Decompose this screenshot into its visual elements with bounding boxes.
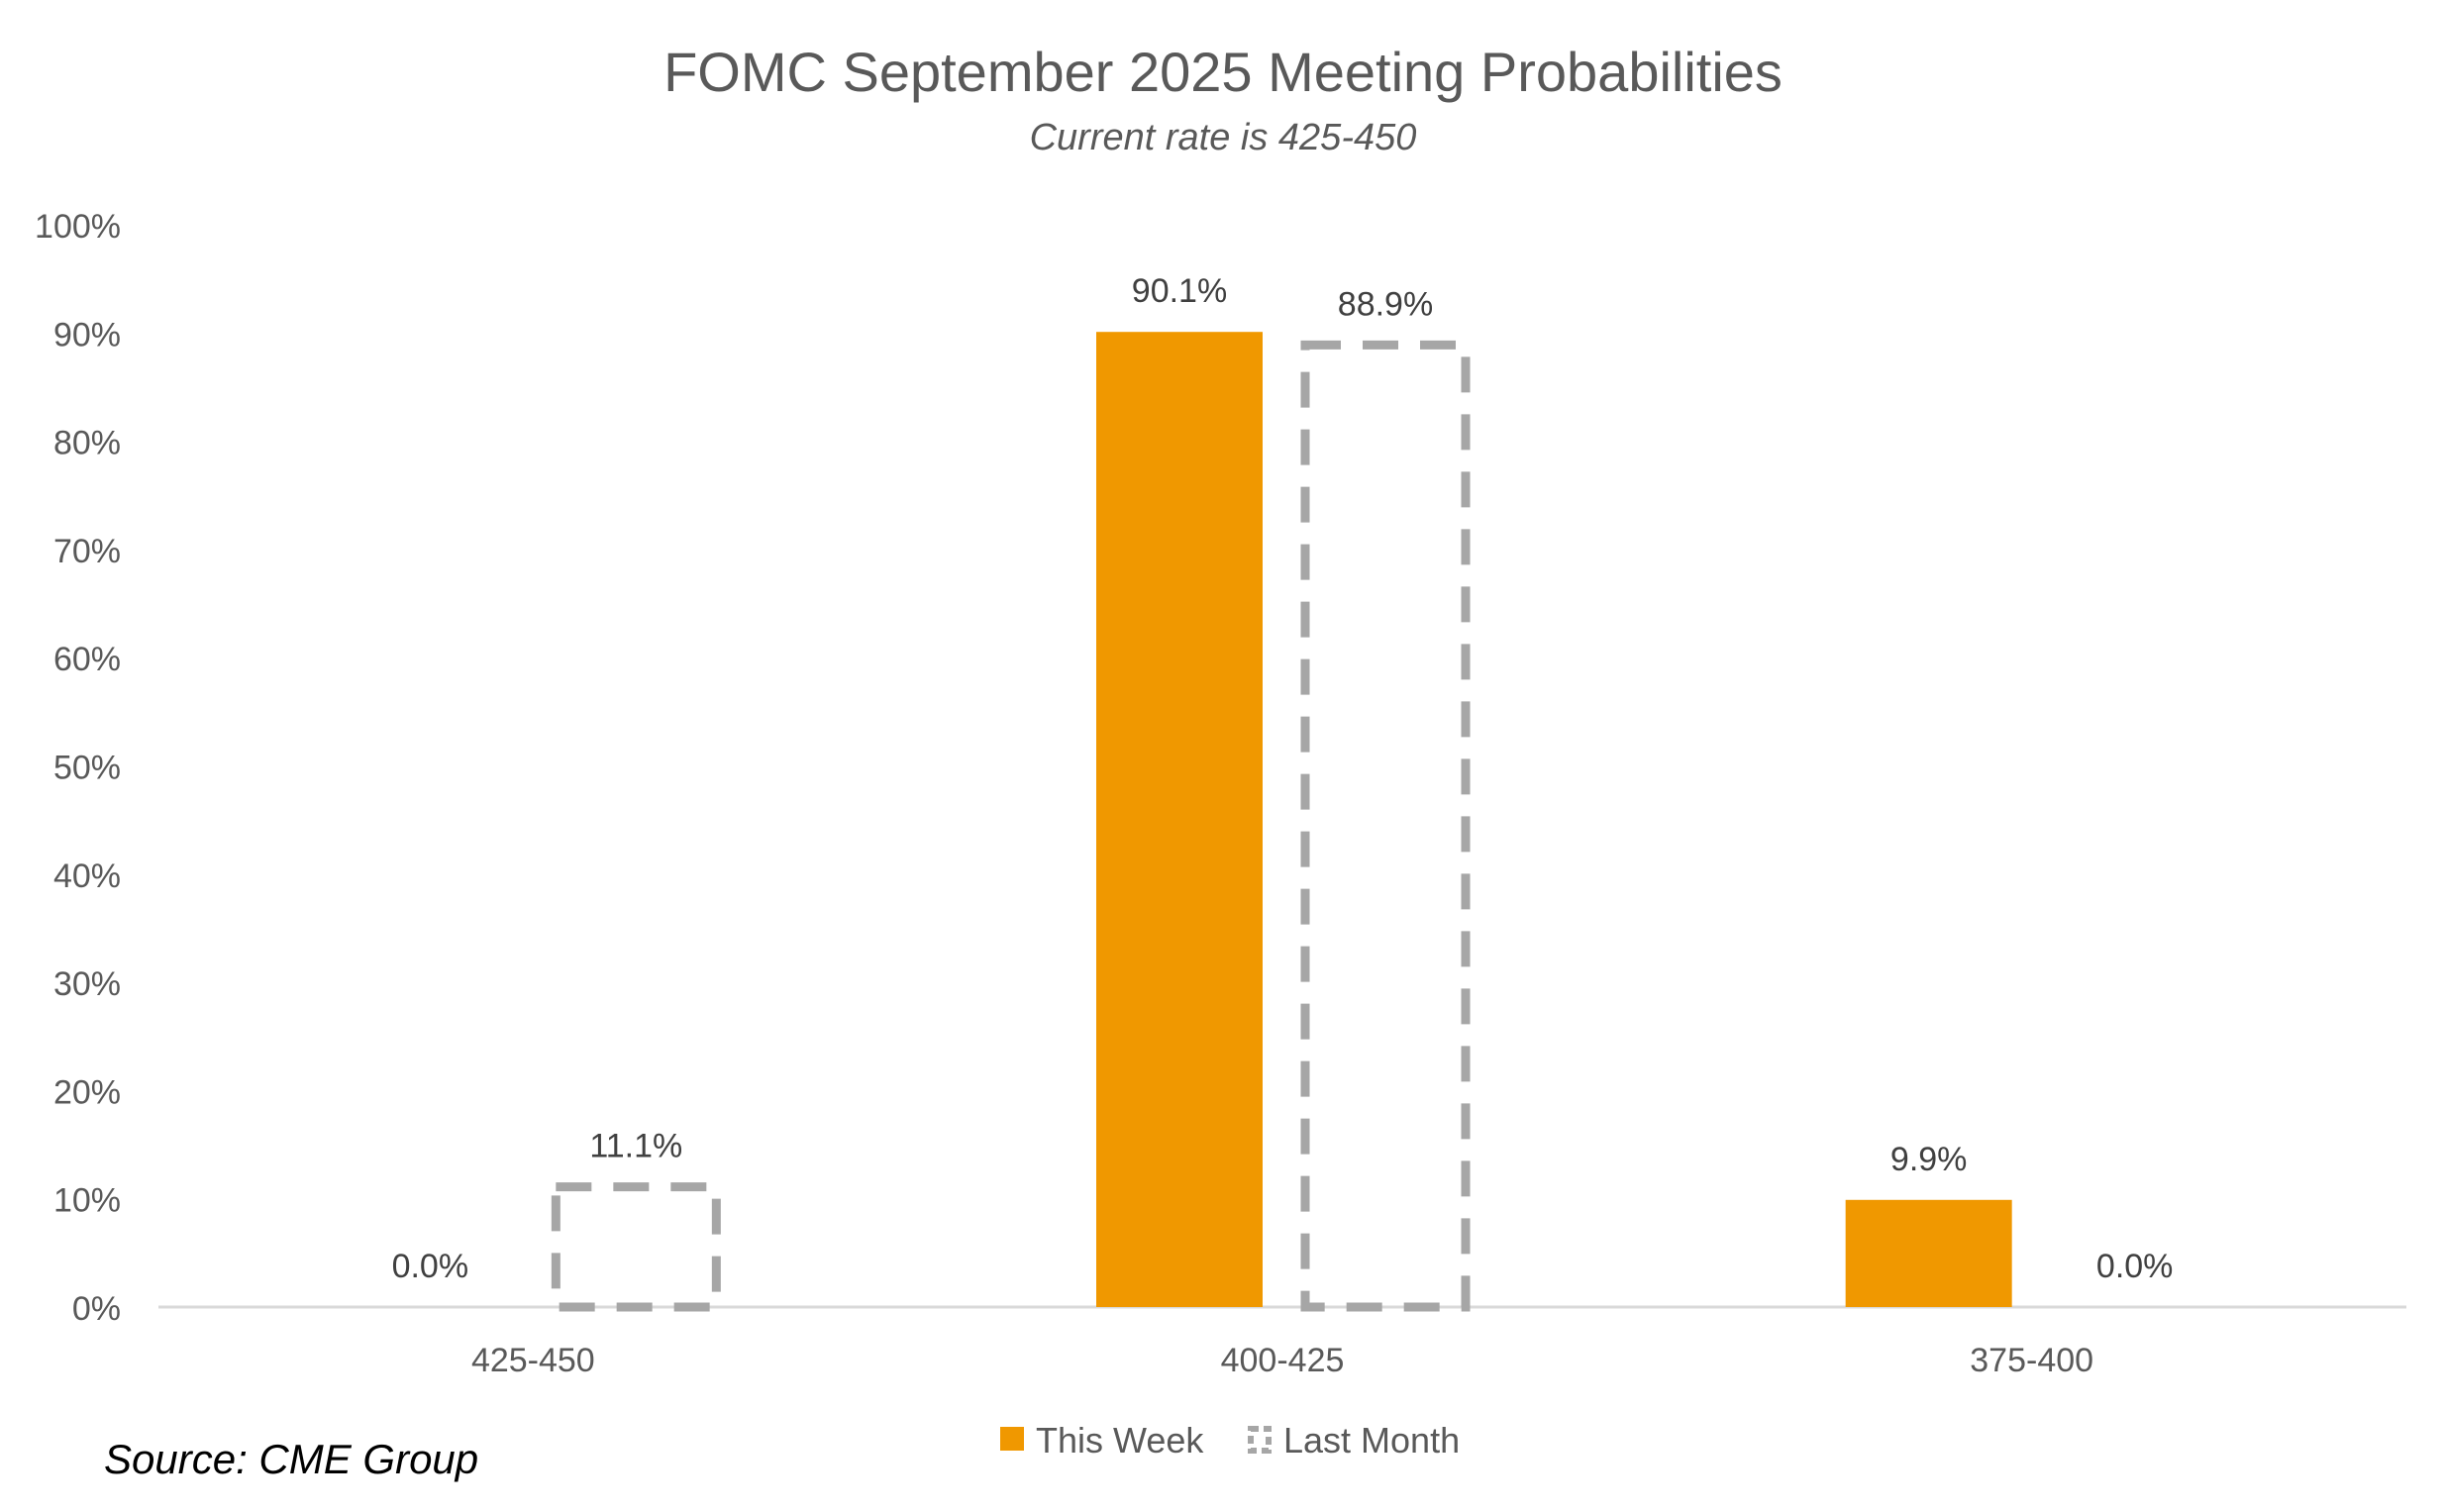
data-label: 9.9% — [1890, 1141, 1968, 1178]
bar-last-month — [1300, 340, 1471, 1312]
y-axis: 0% 10% 20% 30% 40% 50% 60% 70% 80% 90% 100% — [35, 208, 121, 1328]
x-tick-label: 425-450 — [471, 1342, 595, 1379]
legend-label-last-month: Last Month — [1283, 1420, 1460, 1461]
y-tick-label: 70% — [53, 533, 121, 570]
y-tick-label: 90% — [53, 316, 121, 353]
y-tick-label: 0% — [72, 1290, 121, 1328]
x-tick-label: 375-400 — [1970, 1342, 2093, 1379]
y-tick-label: 80% — [53, 425, 121, 462]
y-tick-label: 60% — [53, 641, 121, 678]
bar-this-week — [1845, 1199, 2012, 1307]
source-note: Source: CME Group — [104, 1436, 479, 1482]
y-tick-label: 50% — [53, 750, 121, 787]
data-label: 0.0% — [2096, 1248, 2174, 1285]
y-tick-label: 30% — [53, 965, 121, 1003]
y-tick-label: 100% — [35, 208, 121, 246]
bar-this-week — [1096, 332, 1263, 1307]
y-tick-label: 40% — [53, 857, 121, 895]
legend-swatch-this-week — [1000, 1427, 1024, 1451]
data-labels-group: 0.0% 11.1% 90.1% 88.9% 9.9% 0.0% — [392, 272, 2174, 1285]
y-tick-label: 20% — [53, 1073, 121, 1111]
legend-label-this-week: This Week — [1036, 1420, 1204, 1461]
chart-title: FOMC September 2025 Meeting Probabilitie… — [663, 41, 1783, 103]
x-tick-label: 400-425 — [1221, 1342, 1345, 1379]
data-label: 11.1% — [589, 1128, 682, 1165]
legend-swatch-last-month — [1248, 1426, 1272, 1454]
chart-subtitle: Current rate is 425-450 — [1029, 117, 1417, 158]
data-label: 88.9% — [1338, 285, 1433, 323]
data-label: 0.0% — [392, 1248, 469, 1285]
y-tick-label: 10% — [53, 1182, 121, 1220]
bars-group — [551, 332, 2012, 1312]
legend: This Week Last Month — [1000, 1420, 1460, 1461]
x-axis: 425-450 400-425 375-400 — [471, 1342, 2093, 1379]
data-label: 90.1% — [1132, 272, 1227, 310]
bar-last-month — [551, 1182, 721, 1312]
